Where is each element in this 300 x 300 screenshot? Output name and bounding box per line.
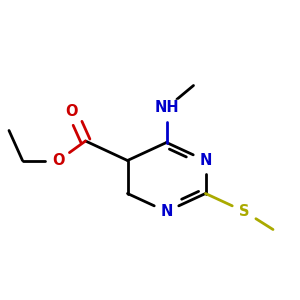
Text: O: O [66, 103, 78, 118]
Text: NH: NH [154, 100, 179, 116]
Text: N: N [160, 204, 173, 219]
Text: S: S [239, 204, 250, 219]
Text: N: N [199, 153, 212, 168]
Text: O: O [52, 153, 65, 168]
